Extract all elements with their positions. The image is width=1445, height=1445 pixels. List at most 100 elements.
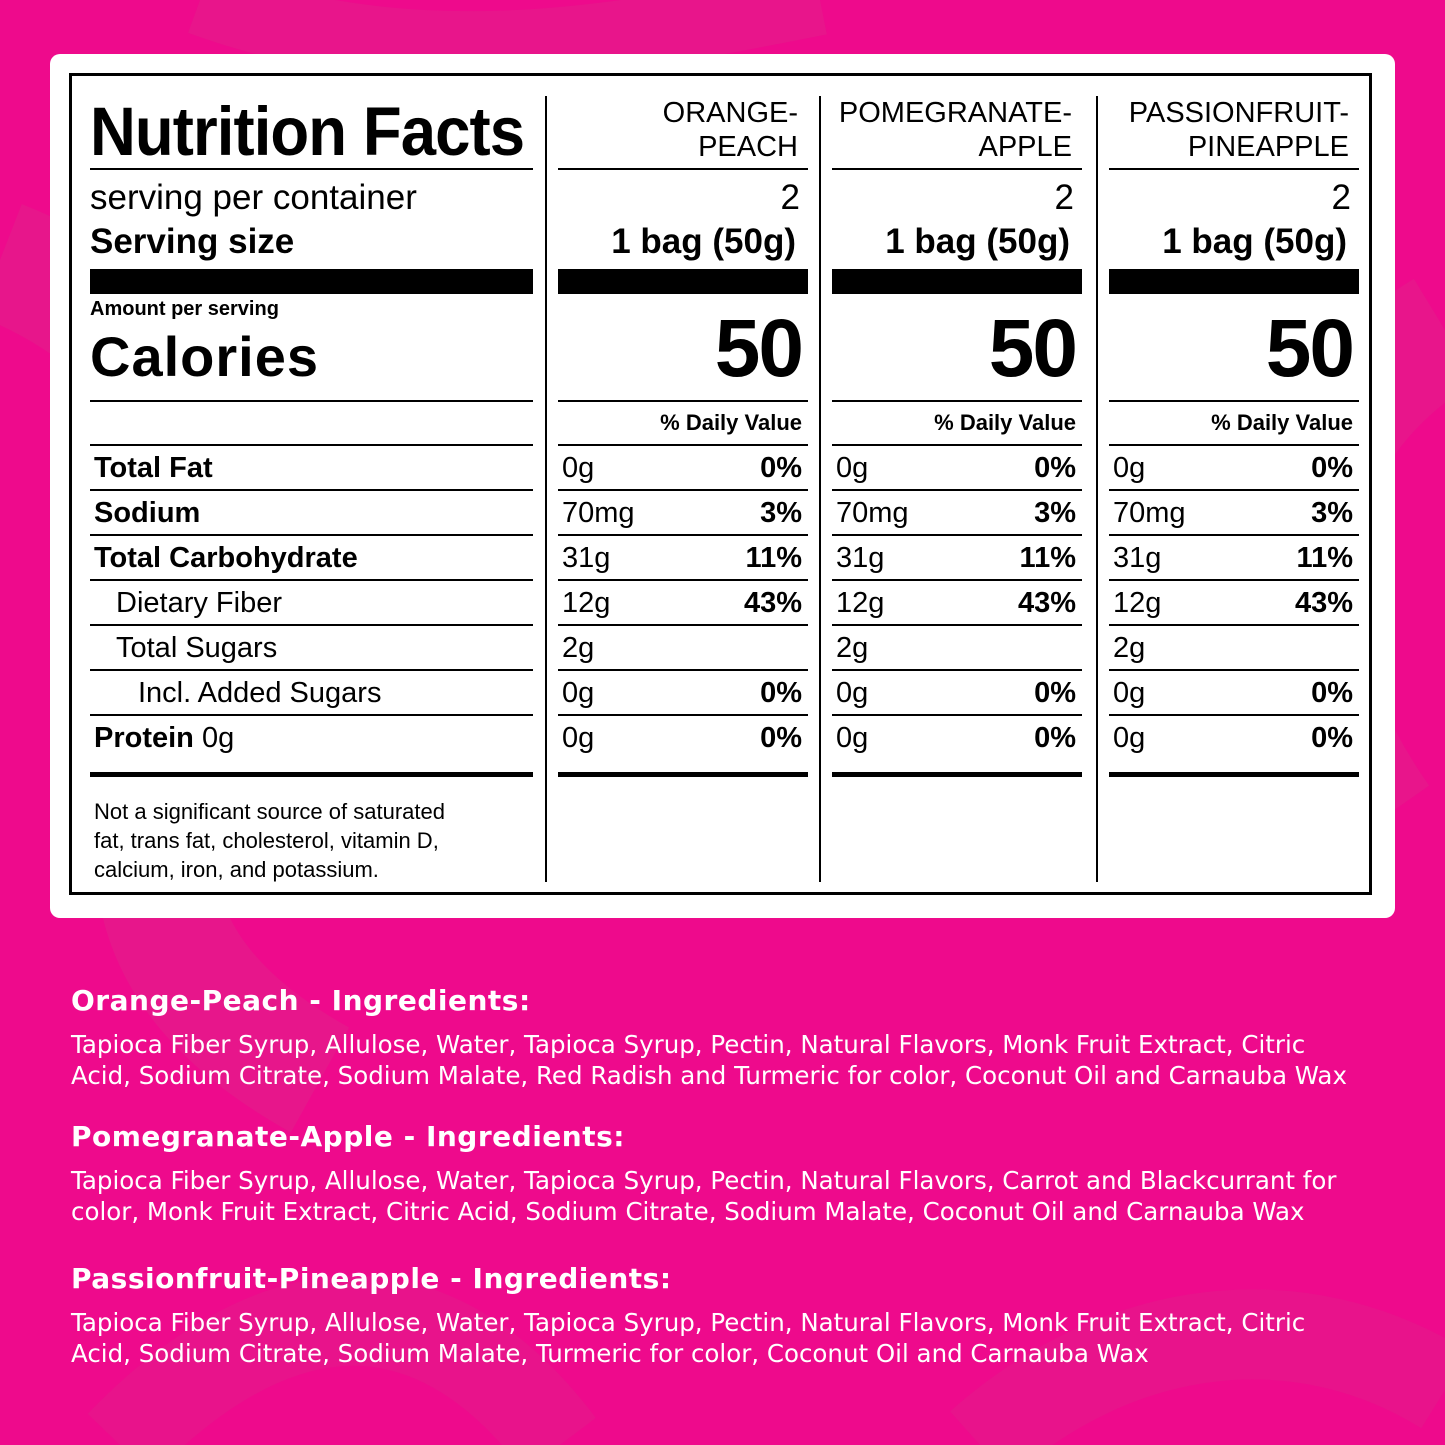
divider (90, 489, 533, 491)
divider (1109, 489, 1359, 491)
nutrition-facts-title: Nutrition Facts (90, 93, 525, 170)
servings-count: 2 (780, 178, 800, 217)
divider (558, 624, 808, 626)
nutrient-value-row: 31g 11% (562, 542, 802, 574)
daily-value-label: % Daily Value (660, 410, 802, 435)
footnote: Not a significant source of saturated fa… (94, 799, 445, 882)
nutrient-value-row: 31g 11% (1113, 542, 1353, 574)
column-separator (1096, 96, 1098, 882)
calories-value: 50 (988, 303, 1078, 394)
serving-size-label: Serving size (90, 222, 295, 261)
serving-info: serving per container Serving size (90, 170, 533, 269)
divider (90, 579, 533, 581)
divider (90, 714, 533, 716)
serving-size-value: 1 bag (50g) (611, 222, 796, 261)
nutrient-value-row: 70mg 3% (1113, 497, 1353, 529)
nutrient-value-row: 0g 0% (836, 677, 1076, 709)
nutrient-value-row: 70mg 3% (562, 497, 802, 529)
daily-value-header: % Daily Value (1109, 402, 1359, 444)
protein-value-row: 0g 0% (562, 722, 802, 754)
flavor-column-orange-peach: ORANGE- PEACH 2 1 bag (50g) 50 % Daily Va… (558, 96, 808, 777)
ingredients-passionfruit-pineapple: Passionfruit-Pineapple - Ingredients: Ta… (71, 1262, 1411, 1369)
nutrient-value-row: 70mg 3% (836, 497, 1076, 529)
nutrient-row-sodium: Sodium (90, 491, 533, 534)
calories-value-row: 50 (832, 294, 1082, 400)
calories-value-row: 50 (1109, 294, 1359, 400)
nutrient-row-total-carbohydrate: Total Carbohydrate (90, 536, 533, 579)
nutrient-value-row: 0g 0% (836, 452, 1076, 484)
serving-per-container-label: serving per container (90, 178, 417, 217)
nutrient-value-row: 31g 11% (836, 542, 1076, 574)
ingredients-text: Tapioca Fiber Syrup, Allulose, Water, Ta… (71, 1166, 1337, 1226)
nutrient-label: Sodium (94, 497, 201, 529)
divider (832, 168, 1082, 170)
divider (832, 714, 1082, 716)
thick-divider (1109, 269, 1359, 294)
divider (558, 579, 808, 581)
nutrient-value-row: 12g 43% (836, 587, 1076, 619)
divider (1109, 579, 1359, 581)
divider (832, 669, 1082, 671)
divider (1109, 444, 1359, 446)
protein-value-row: 0g 0% (836, 722, 1076, 754)
divider (558, 714, 808, 716)
calories-value: 50 (1265, 303, 1355, 394)
nutrient-row-protein: Protein 0g (90, 716, 533, 772)
thick-divider (832, 269, 1082, 294)
serving-values: 2 1 bag (50g) (1109, 170, 1359, 269)
nutrient-row-dietary-fiber: Dietary Fiber (90, 581, 533, 624)
nutrient-label: Total Sugars (116, 632, 278, 664)
nutrient-row-total-sugars: Total Sugars (90, 626, 533, 669)
ingredients-text: Tapioca Fiber Syrup, Allulose, Water, Ta… (71, 1030, 1347, 1090)
nutrient-row-added-sugars: Incl. Added Sugars (90, 671, 533, 714)
nutrient-value-row: 0g 0% (562, 452, 802, 484)
flavor-column-pomegranate-apple: POMEGRANATE- APPLE 2 1 bag (50g) 50 % Dai… (832, 96, 1082, 777)
nutrient-value-row: 0g 0% (562, 677, 802, 709)
nutrient-label: Incl. Added Sugars (138, 677, 382, 709)
ingredients-pomegranate-apple: Pomegranate-Apple - Ingredients: Tapioca… (71, 1120, 1411, 1227)
protein-value-row: 0g 0% (1113, 722, 1353, 754)
servings-count: 2 (1331, 178, 1351, 217)
calories-row: Amount per serving Calories (90, 294, 533, 400)
nutrient-value-row: 2g (836, 632, 869, 664)
divider (832, 400, 1082, 402)
daily-value-label: % Daily Value (934, 410, 1076, 435)
nutrition-card: Nutrition Facts serving per container Se… (50, 54, 1395, 918)
ingredients-text: Tapioca Fiber Syrup, Allulose, Water, Ta… (71, 1308, 1306, 1368)
nutrient-value-row: 0g 0% (1113, 452, 1353, 484)
calories-label: Calories (90, 325, 319, 388)
nutrient-label: Total Carbohydrate (94, 542, 358, 574)
divider (1109, 168, 1359, 170)
medium-divider (90, 772, 533, 777)
divider (1109, 534, 1359, 536)
flavor-name: PASSIONFRUIT- PINEAPPLE (1128, 97, 1349, 163)
ingredients-orange-peach: Orange-Peach - Ingredients: Tapioca Fibe… (71, 984, 1411, 1091)
column-separator (819, 96, 821, 882)
divider (558, 669, 808, 671)
divider (558, 534, 808, 536)
divider (832, 534, 1082, 536)
daily-value-label: % Daily Value (1211, 410, 1353, 435)
ingredients-title: Pomegranate-Apple - Ingredients: (71, 1120, 625, 1153)
serving-size-value: 1 bag (50g) (885, 222, 1070, 261)
thick-divider (90, 269, 533, 294)
nutrient-label: Total Fat (94, 452, 213, 484)
divider (1109, 624, 1359, 626)
nutrient-label: Dietary Fiber (116, 587, 282, 619)
divider (1109, 714, 1359, 716)
servings-count: 2 (1054, 178, 1074, 217)
nutrient-value-row: 2g (562, 632, 595, 664)
divider (832, 579, 1082, 581)
divider (90, 400, 533, 402)
protein-label: Protein 0g (94, 722, 235, 754)
divider (90, 534, 533, 536)
ingredients-title: Passionfruit-Pineapple - Ingredients: (71, 1262, 672, 1295)
flavor-name: ORANGE- PEACH (662, 97, 798, 163)
amount-per-serving-label: Amount per serving (90, 298, 279, 320)
serving-size-value: 1 bag (50g) (1162, 222, 1347, 261)
divider (1109, 400, 1359, 402)
divider (832, 624, 1082, 626)
daily-value-header: % Daily Value (558, 402, 808, 444)
divider (558, 400, 808, 402)
calories-value-row: 50 (558, 294, 808, 400)
